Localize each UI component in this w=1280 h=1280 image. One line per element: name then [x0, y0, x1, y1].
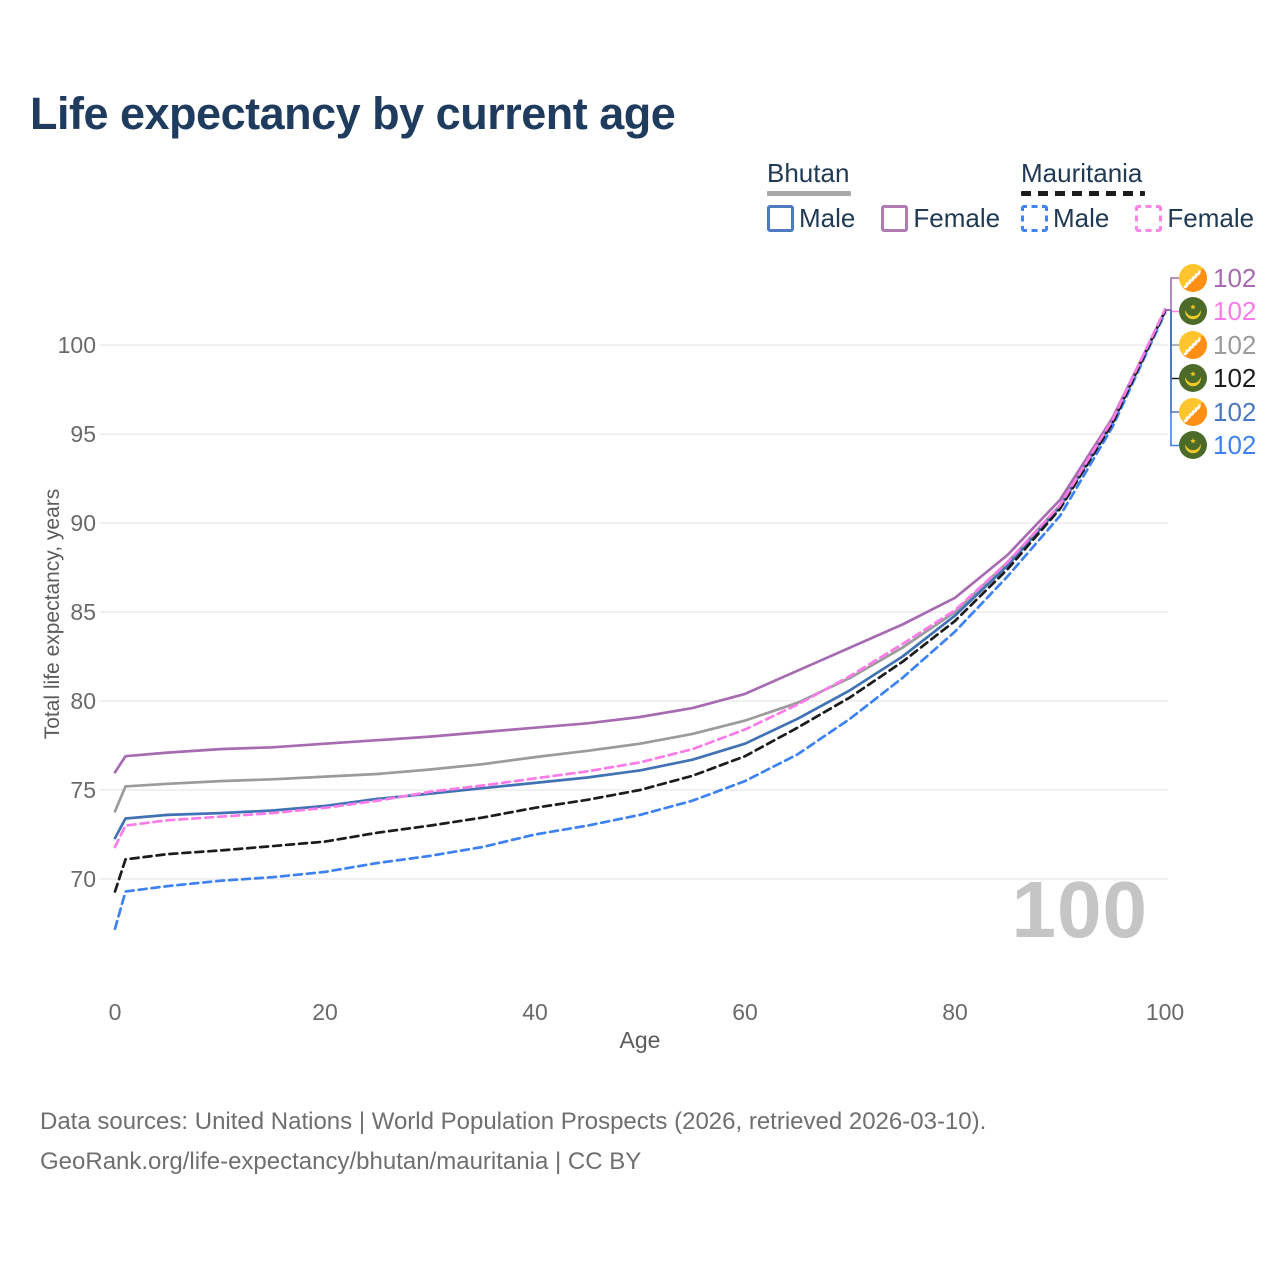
end-label-value: 102 [1213, 296, 1257, 327]
x-tick-60: 60 [732, 999, 758, 1025]
legend-item-bhutan-male[interactable]: Male [767, 205, 855, 232]
line-bhutan-male[interactable] [113, 309, 1167, 840]
x-tick-80: 80 [942, 999, 968, 1025]
mauritania-flag-icon [1179, 430, 1207, 459]
dashed-line-swatch-icon [1021, 205, 1048, 232]
legend-label: Female [1167, 203, 1255, 233]
bhutan-flag-icon [1179, 330, 1207, 359]
x-tick-0: 0 [109, 999, 122, 1025]
line-mauritania[interactable] [113, 309, 1167, 893]
legend-label: Male [1053, 203, 1110, 233]
end-label-mauritania: 102 [1179, 363, 1257, 394]
legend-underline-dashed [1021, 191, 1145, 196]
page-title: Life expectancy by current age [30, 88, 676, 139]
footer-data-sources: Data sources: United Nations | World Pop… [40, 1108, 987, 1135]
x-axis-title: Age [619, 1027, 661, 1053]
end-label-connector-bhutan-male [1165, 309, 1179, 413]
end-label-bhutan-male: 102 [1179, 396, 1257, 427]
end-label-connector-bhutan [1165, 309, 1179, 346]
legend-group-bhutan: Bhutan Male Female [767, 160, 1000, 232]
legend-underline-solid [767, 191, 851, 196]
end-label-mauritania-male: 102 [1179, 429, 1257, 460]
bhutan-flag-icon [1179, 264, 1207, 292]
end-label-connector-bhutan-female [1165, 277, 1179, 311]
end-label-value: 102 [1213, 263, 1257, 293]
end-label-value: 102 [1213, 429, 1257, 460]
y-axis-title: Total life expectancy, years [41, 488, 64, 740]
mauritania-flag-icon [1179, 297, 1207, 326]
end-label-value: 102 [1213, 363, 1257, 394]
line-mauritania-female[interactable] [113, 308, 1167, 849]
legend-item-mauritania-male[interactable]: Male [1021, 205, 1109, 232]
end-label-bhutan: 102 [1179, 329, 1257, 360]
y-tick-100: 100 [58, 332, 96, 358]
x-tick-100: 100 [1146, 999, 1184, 1025]
end-labels: 102 102 102 102 102 102 [1179, 264, 1256, 464]
line-mauritania-male[interactable] [113, 311, 1167, 931]
solid-line-swatch-icon [767, 205, 794, 232]
y-tick-85: 85 [70, 599, 96, 625]
end-label-value: 102 [1213, 396, 1257, 427]
solid-line-swatch-icon [881, 205, 909, 232]
y-tick-95: 95 [70, 421, 96, 447]
x-tick-20: 20 [312, 999, 338, 1025]
current-age-watermark: 100 [1011, 865, 1148, 954]
end-label-mauritania-female: 102 [1179, 296, 1257, 327]
legend-label: Female [913, 203, 1001, 233]
y-tick-80: 80 [70, 688, 96, 714]
footer-attribution-link[interactable]: GeoRank.org/life-expectancy/bhutan/mauri… [40, 1148, 642, 1175]
mauritania-flag-icon [1179, 364, 1207, 393]
legend-item-bhutan-female[interactable]: Female [881, 205, 1000, 232]
legend-item-mauritania-female[interactable]: Female [1135, 205, 1254, 232]
bhutan-flag-icon [1179, 397, 1207, 426]
y-tick-90: 90 [70, 510, 96, 536]
legend-title-mauritania[interactable]: Mauritania [1021, 158, 1143, 188]
dashed-line-swatch-icon [1135, 205, 1163, 232]
line-bhutan-female[interactable] [113, 309, 1167, 774]
y-tick-75: 75 [70, 777, 96, 803]
x-tick-40: 40 [522, 999, 548, 1025]
legend-group-mauritania: Mauritania Male Female [1021, 160, 1254, 232]
legend-label: Male [799, 203, 856, 233]
legend-title-bhutan[interactable]: Bhutan [767, 158, 850, 188]
end-label-bhutan-female: 102 [1179, 264, 1256, 292]
y-tick-70: 70 [70, 866, 96, 892]
end-label-value: 102 [1213, 329, 1257, 360]
